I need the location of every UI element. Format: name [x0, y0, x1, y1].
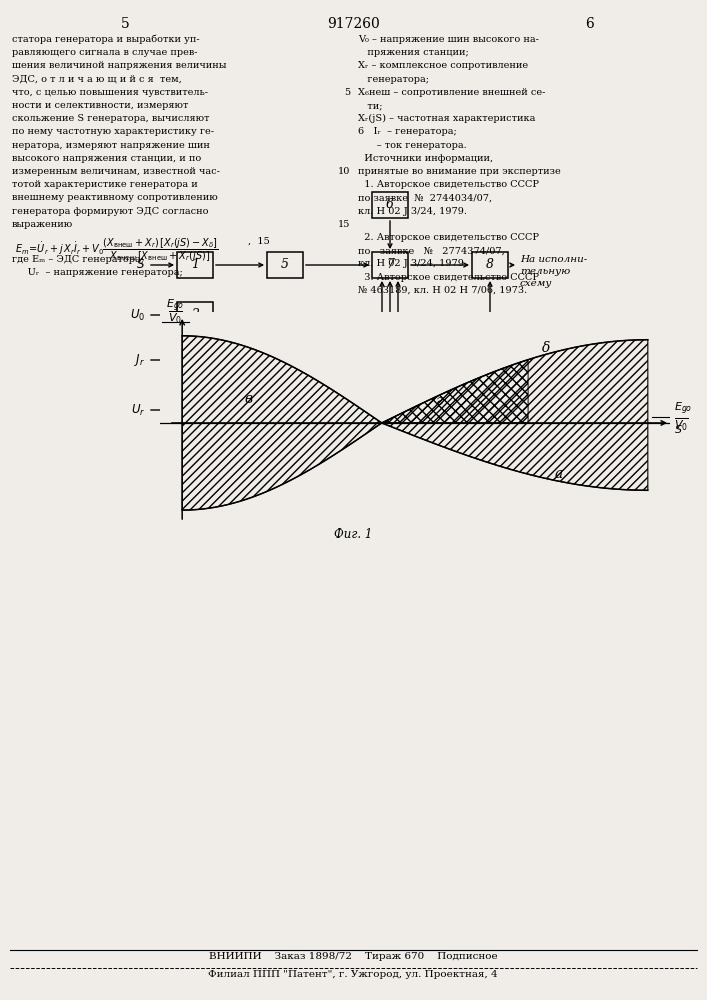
- Text: шения величиной напряжения величины: шения величиной напряжения величины: [12, 61, 226, 70]
- Text: статора генератора и выработки уп-: статора генератора и выработки уп-: [12, 35, 199, 44]
- Text: что, с целью повышения чувствитель-: что, с целью повышения чувствитель-: [12, 88, 208, 97]
- Text: скольжение S генератора, вычисляют: скольжение S генератора, вычисляют: [12, 114, 209, 123]
- Text: 10: 10: [338, 167, 350, 176]
- Text: Xᵣ(jS) – частотная характеристика: Xᵣ(jS) – частотная характеристика: [358, 114, 535, 123]
- Text: 3. Авторское свидетельство СССР: 3. Авторское свидетельство СССР: [358, 273, 539, 282]
- Text: 2: 2: [191, 308, 199, 322]
- Text: 15: 15: [338, 220, 350, 229]
- Text: – ток генератора.: – ток генератора.: [358, 141, 467, 150]
- Text: 8: 8: [486, 258, 494, 271]
- Text: ти;: ти;: [358, 101, 382, 110]
- Text: 5: 5: [121, 17, 129, 31]
- Text: 4: 4: [191, 403, 199, 416]
- Text: нератора, измеряют напряжение шин: нератора, измеряют напряжение шин: [12, 141, 210, 150]
- Text: выражению: выражению: [12, 220, 74, 229]
- Text: № 463189, кл. Н 02 Н 7/06, 1973.: № 463189, кл. Н 02 Н 7/06, 1973.: [358, 286, 527, 295]
- Text: ЭДС, о т л и ч а ю щ и й с я  тем,: ЭДС, о т л и ч а ю щ и й с я тем,: [12, 75, 182, 84]
- Text: Источники информации,: Источники информации,: [358, 154, 493, 163]
- Text: $E_{go}$: $E_{go}$: [166, 298, 185, 314]
- Text: пряжения станции;: пряжения станции;: [358, 48, 469, 57]
- Text: 3: 3: [191, 354, 199, 366]
- Text: 7: 7: [386, 258, 394, 271]
- Text: $S$: $S$: [136, 258, 145, 271]
- Text: 5: 5: [344, 88, 350, 97]
- Text: ,  15: , 15: [248, 237, 270, 246]
- Text: принятые во внимание при экспертизе: принятые во внимание при экспертизе: [358, 167, 561, 176]
- Text: ности и селективности, измеряют: ности и селективности, измеряют: [12, 101, 188, 110]
- Text: генератора формируют ЭДС согласно: генератора формируют ЭДС согласно: [12, 207, 209, 216]
- Text: в: в: [245, 392, 253, 406]
- Text: по нему частотную характеристику ге-: по нему частотную характеристику ге-: [12, 127, 214, 136]
- Text: 917260: 917260: [327, 17, 380, 31]
- Text: г: г: [436, 394, 443, 408]
- Text: $\overline{V_0}$: $\overline{V_0}$: [674, 417, 689, 433]
- Text: равляющего сигнала в случае прев-: равляющего сигнала в случае прев-: [12, 48, 197, 57]
- Text: $E_m\!=\!\dot{U}_r+j\,X_r\dot{I}_r+V_0\dfrac{(X_{\text{внеш}}+X_r)\,[X_r(jS)-X_{: $E_m\!=\!\dot{U}_r+j\,X_r\dot{I}_r+V_0\d…: [15, 237, 218, 264]
- Text: $S$: $S$: [674, 423, 683, 435]
- Text: где Eₘ – ЭДС генератора;: где Eₘ – ЭДС генератора;: [12, 255, 144, 264]
- Text: схему: схему: [520, 279, 552, 288]
- Text: 1. Авторское свидетельство СССР: 1. Авторское свидетельство СССР: [358, 180, 539, 189]
- Text: На исполни-: На исполни-: [520, 255, 588, 264]
- Text: ВНИИПИ    Заказ 1898/72    Тираж 670    Подписное: ВНИИПИ Заказ 1898/72 Тираж 670 Подписное: [209, 952, 497, 961]
- Text: $J_r$: $J_r$: [134, 352, 145, 368]
- Text: генератора;: генератора;: [358, 75, 429, 84]
- Text: a: a: [555, 467, 563, 481]
- Text: кл. Н 02 J 3/24, 1979.: кл. Н 02 J 3/24, 1979.: [358, 207, 467, 216]
- Text: Фиг. 2: Фиг. 2: [300, 442, 339, 455]
- Text: $U_r$: $U_r$: [131, 402, 145, 418]
- Text: Xᵣ – комплексное сопротивление: Xᵣ – комплексное сопротивление: [358, 61, 528, 70]
- Text: 6: 6: [585, 17, 595, 31]
- Text: 1: 1: [191, 258, 199, 271]
- Text: по заявке  №  2744034/07,: по заявке № 2744034/07,: [358, 193, 492, 202]
- Text: кл. Н 02 J 3/24, 1979.: кл. Н 02 J 3/24, 1979.: [358, 259, 467, 268]
- Text: 5: 5: [281, 258, 289, 271]
- Text: высокого напряжения станции, и по: высокого напряжения станции, и по: [12, 154, 201, 163]
- Text: $\overline{V_0}$: $\overline{V_0}$: [168, 309, 183, 326]
- Text: измеренным величинам, известной час-: измеренным величинам, известной час-: [12, 167, 220, 176]
- Text: внешнему реактивному сопротивлению: внешнему реактивному сопротивлению: [12, 193, 218, 202]
- Text: X₆неш – сопротивление внешней се-: X₆неш – сопротивление внешней се-: [358, 88, 545, 97]
- Text: $U_0$: $U_0$: [130, 307, 145, 323]
- Text: тотой характеристике генератора и: тотой характеристике генератора и: [12, 180, 198, 189]
- Text: δ: δ: [542, 341, 550, 355]
- Text: 2. Авторское свидетельство СССР: 2. Авторское свидетельство СССР: [358, 233, 539, 242]
- Text: V₀ – напряжение шин высокого на-: V₀ – напряжение шин высокого на-: [358, 35, 539, 44]
- Text: 6: 6: [386, 198, 394, 212]
- Text: $E_{go}$: $E_{go}$: [674, 401, 693, 417]
- Text: 6   Iᵣ  – генератора;: 6 Iᵣ – генератора;: [358, 127, 457, 136]
- Text: тельную: тельную: [520, 267, 571, 276]
- Text: Фиг. 1: Фиг. 1: [334, 528, 372, 541]
- Text: по   заявке   №   2774374/07,: по заявке № 2774374/07,: [358, 246, 505, 255]
- Text: Филиал ППП "Патент", г. Ужгород, ул. Проектная, 4: Филиал ППП "Патент", г. Ужгород, ул. Про…: [208, 970, 498, 979]
- Text: Uᵣ  – напряжение генератора;: Uᵣ – напряжение генератора;: [12, 268, 182, 277]
